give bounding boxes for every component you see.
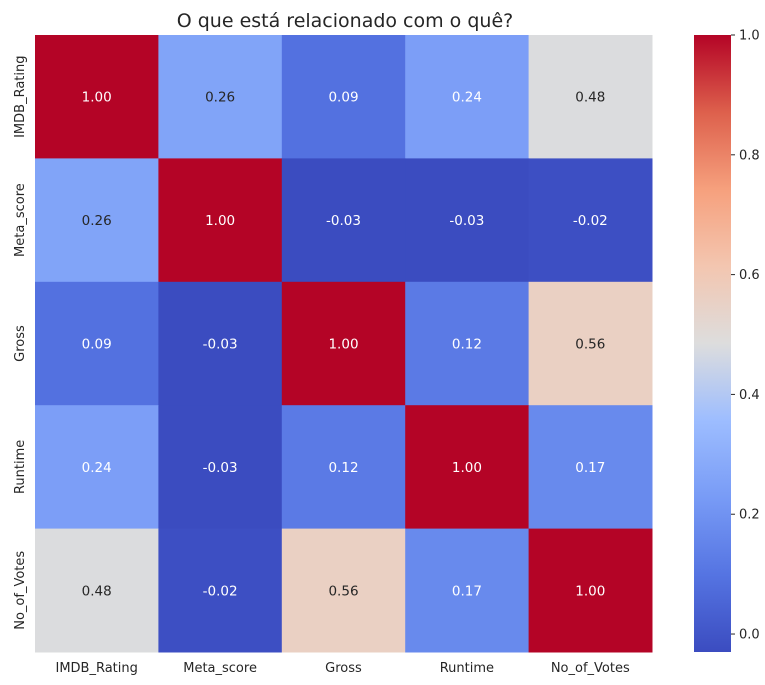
y-tick-label: Meta_score (13, 183, 28, 257)
heatmap-cell-0-3 (405, 35, 530, 159)
colorbar-tick-label: 0.4 (739, 388, 760, 403)
colorbar-tick-label: 0.6 (739, 268, 760, 283)
heatmap-cell-0-1 (158, 35, 283, 159)
heatmap-cell-3-4 (528, 405, 653, 530)
cell-value-label-2-2: 1.00 (328, 337, 358, 353)
heatmap-cell-4-2 (281, 528, 406, 653)
heatmap-cell-3-2 (281, 405, 406, 530)
heatmap-cell-labels: 1.00 0.26 0.09 0.24 0.48 0.26 1.00 -0.03 -0.03 -0… (82, 90, 608, 600)
colorbar-tick-label: 0.2 (739, 508, 760, 523)
cell-value-label-0-3: 0.24 (452, 90, 482, 106)
colorbar: 0.0 0.2 0.4 0.6 0.8 1.0 (694, 29, 760, 652)
cell-value-label-2-3: 0.12 (452, 337, 482, 353)
y-axis-tick-labels: IMDB_Rating Meta_score Gross Runtime No_of_V… (13, 55, 28, 629)
x-tick-label: No_of_Votes (551, 661, 630, 676)
heatmap-cell-4-0 (35, 528, 159, 653)
heatmap-cell-2-3 (405, 281, 530, 406)
cell-value-label-0-4: 0.48 (575, 90, 605, 106)
heatmap-cell-4-4 (528, 528, 653, 653)
heatmap-cell-2-4 (528, 281, 653, 406)
cell-value-label-3-3: 1.00 (452, 460, 482, 476)
cell-value-label-4-0: 0.48 (82, 583, 112, 599)
cell-value-label-3-2: 0.12 (328, 460, 358, 476)
colorbar-tick-labels: 0.0 0.2 0.4 0.6 0.8 1.0 (731, 29, 760, 643)
cell-value-label-1-4: -0.02 (573, 213, 608, 229)
cell-value-label-0-2: 0.09 (328, 90, 358, 106)
y-tick-label: No_of_Votes (13, 551, 28, 630)
cell-value-label-4-4: 1.00 (575, 583, 605, 599)
cell-value-label-0-1: 0.26 (205, 90, 235, 106)
cell-value-label-4-1: -0.02 (203, 583, 238, 599)
heatmap-cell-4-3 (405, 528, 530, 653)
cell-value-label-0-0: 1.00 (82, 90, 112, 106)
heatmap-cell-3-1 (158, 405, 283, 530)
cell-value-label-3-4: 0.17 (575, 460, 605, 476)
heatmap-cell-3-0 (35, 405, 159, 530)
y-tick-label: Runtime (13, 440, 28, 494)
heatmap-cell-1-0 (35, 158, 159, 283)
colorbar-tick-label: 0.0 (739, 628, 760, 643)
y-tick-label: Gross (13, 325, 28, 362)
colorbar-tick-label: 0.8 (739, 148, 760, 163)
cell-value-label-2-1: -0.03 (203, 337, 238, 353)
heatmap-cell-3-3 (405, 405, 530, 530)
heatmap-cell-2-1 (158, 281, 283, 406)
heatmap-cell-1-4 (528, 158, 653, 283)
x-tick-label: IMDB_Rating (55, 661, 137, 676)
heatmap-cell-2-0 (35, 281, 159, 406)
cell-value-label-4-2: 0.56 (328, 583, 358, 599)
heatmap-cell-2-2 (281, 281, 406, 406)
x-tick-label: Runtime (440, 661, 494, 676)
cell-value-label-3-1: -0.03 (203, 460, 238, 476)
heatmap-cells (35, 35, 653, 653)
heatmap-cell-1-2 (281, 158, 406, 283)
heatmap-cell-0-0 (35, 35, 159, 159)
x-tick-label: Meta_score (183, 661, 257, 676)
cell-value-label-1-0: 0.26 (82, 213, 112, 229)
cell-value-label-2-0: 0.09 (82, 337, 112, 353)
chart-title: O que está relacionado com o quê? (177, 10, 513, 32)
heatmap-cell-4-1 (158, 528, 283, 653)
colorbar-gradient (694, 35, 731, 652)
x-tick-label: Gross (325, 661, 362, 676)
x-axis-tick-labels: IMDB_Rating Meta_score Gross Runtime No_of_V… (55, 661, 629, 676)
y-tick-label: IMDB_Rating (13, 55, 28, 137)
cell-value-label-2-4: 0.56 (575, 337, 605, 353)
cell-value-label-3-0: 0.24 (82, 460, 112, 476)
cell-value-label-1-2: -0.03 (326, 213, 361, 229)
cell-value-label-1-3: -0.03 (449, 213, 484, 229)
heatmap-cell-1-1 (158, 158, 283, 283)
cell-value-label-4-3: 0.17 (452, 583, 482, 599)
heatmap-cell-0-4 (528, 35, 653, 159)
heatmap-cell-0-2 (281, 35, 406, 159)
heatmap-cell-1-3 (405, 158, 530, 283)
cell-value-label-1-1: 1.00 (205, 213, 235, 229)
colorbar-tick-label: 1.0 (739, 29, 760, 44)
